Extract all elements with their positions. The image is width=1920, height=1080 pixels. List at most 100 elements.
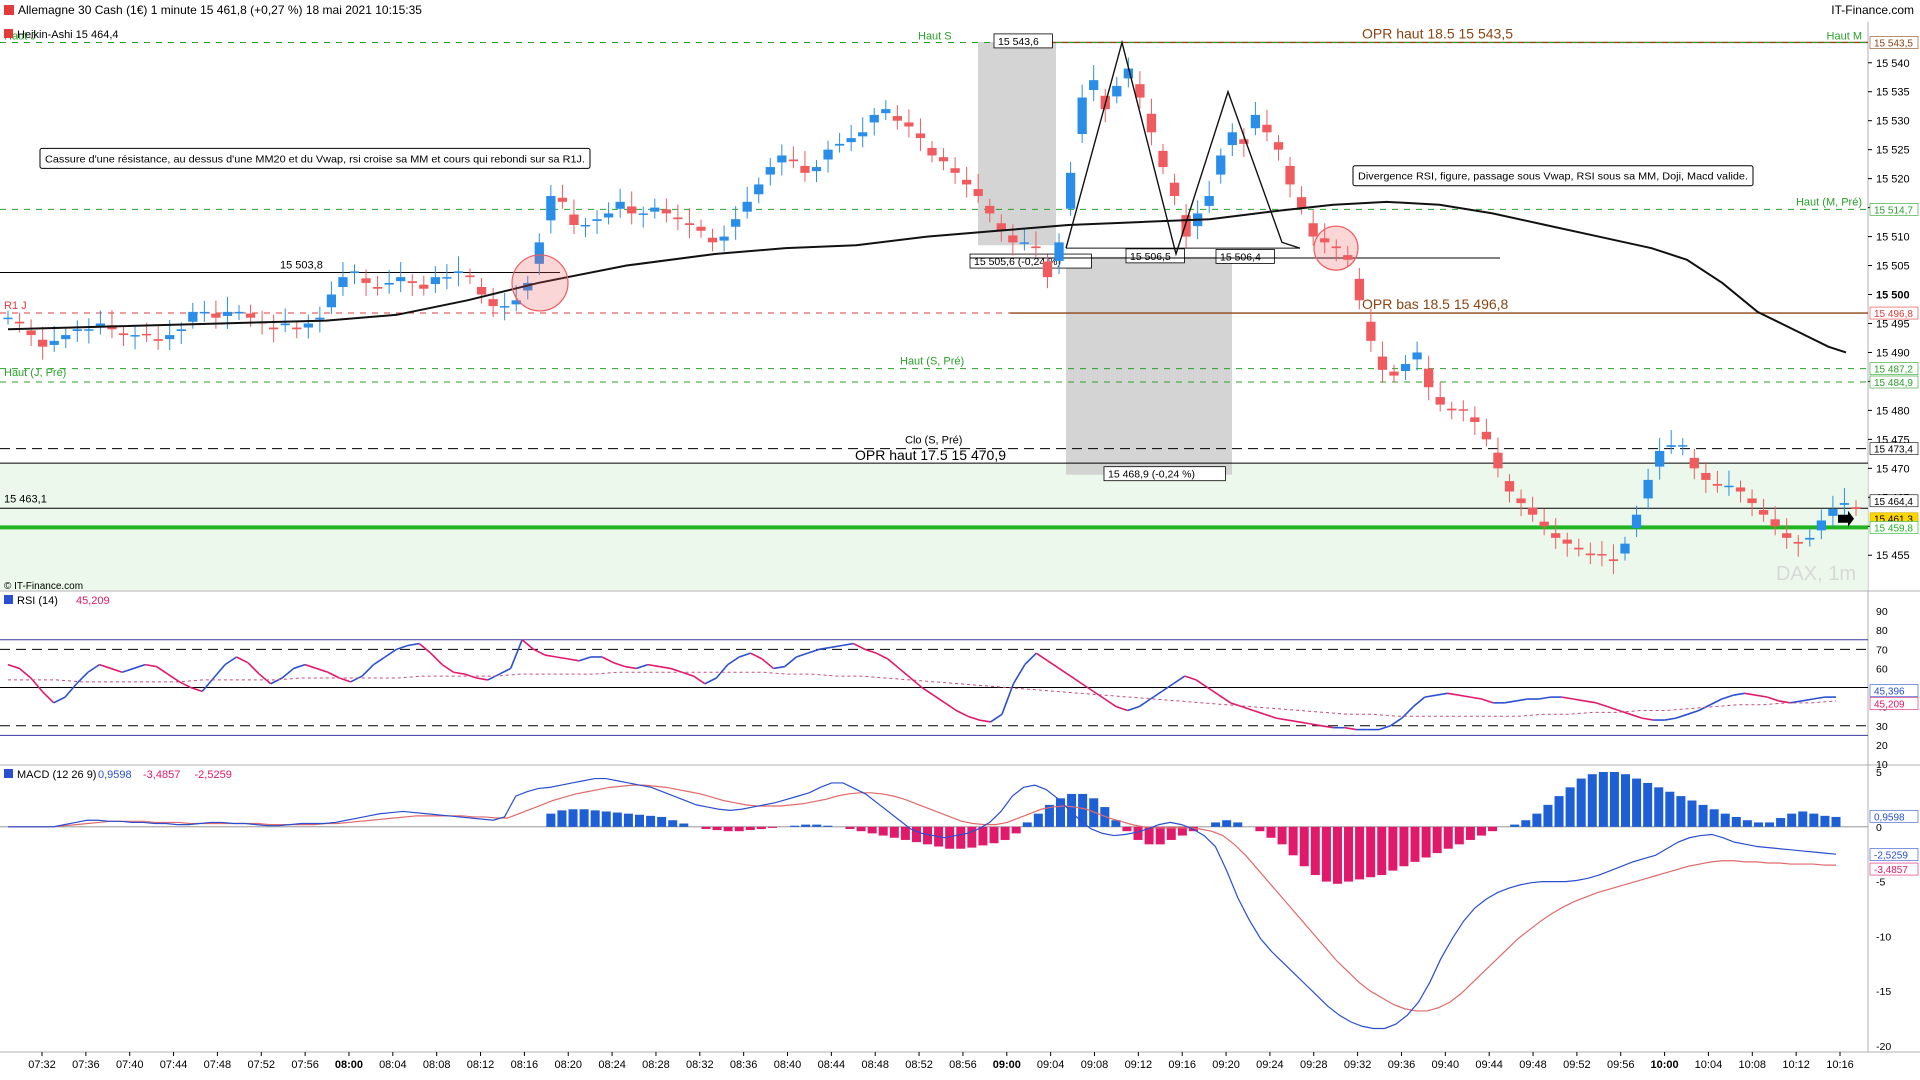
macd-bar bbox=[734, 826, 744, 832]
rsi-segment bbox=[190, 686, 203, 693]
candle-body bbox=[881, 109, 891, 114]
price-tick-label: 15 510 bbox=[1876, 232, 1910, 244]
candle-body bbox=[14, 321, 25, 324]
time-tick-label: 08:08 bbox=[423, 1059, 451, 1071]
macd-bar bbox=[657, 816, 667, 827]
candle-body bbox=[638, 213, 648, 215]
time-box-2 bbox=[1066, 256, 1232, 475]
candle-body bbox=[453, 271, 464, 274]
chart-canvas[interactable]: OPR haut 18.5 15 543,5 OPR bas 18.5 15 49… bbox=[0, 22, 1920, 1080]
level-label: Haut (J, Pré) bbox=[4, 367, 66, 379]
macd-tick-label: -5 bbox=[1876, 877, 1885, 889]
candle-body bbox=[361, 278, 371, 283]
macd-bar bbox=[900, 826, 910, 840]
candle-body bbox=[511, 300, 521, 305]
candle-body bbox=[118, 333, 129, 336]
rsi-segment bbox=[373, 656, 386, 666]
macd-bar bbox=[1798, 811, 1808, 827]
macd-bar bbox=[1476, 826, 1486, 836]
time-tick-label: 07:44 bbox=[160, 1059, 188, 1071]
macd-bar bbox=[590, 810, 600, 827]
candle-body bbox=[419, 284, 429, 289]
candle-body bbox=[234, 311, 244, 314]
macd-bar bbox=[1443, 826, 1453, 849]
candle-body bbox=[777, 155, 787, 163]
rsi-tick-label: 10 bbox=[1876, 759, 1888, 771]
candle-body bbox=[973, 189, 983, 197]
macd-tick-label: -10 bbox=[1876, 931, 1891, 943]
time-tick-label: 07:48 bbox=[204, 1059, 232, 1071]
candle-body bbox=[915, 133, 926, 139]
macd-bar bbox=[579, 809, 589, 827]
rsi-segment bbox=[144, 663, 157, 668]
candle-body bbox=[84, 329, 94, 331]
price-tag: 15 473,4 bbox=[1874, 445, 1913, 456]
candle-body bbox=[1181, 215, 1191, 237]
macd-bar bbox=[1465, 826, 1475, 840]
time-tick-label: 08:00 bbox=[335, 1059, 363, 1071]
rsi-segment bbox=[64, 683, 78, 698]
rsi-segment bbox=[87, 663, 100, 673]
macd-bar bbox=[1133, 826, 1143, 840]
price-tag-frame bbox=[1869, 375, 1919, 389]
time-tick-label: 08:52 bbox=[905, 1059, 933, 1071]
macd-bar bbox=[601, 811, 611, 827]
rsi-segment bbox=[1538, 696, 1551, 700]
box-value-frame bbox=[1215, 249, 1275, 264]
candle-body bbox=[211, 313, 221, 318]
macd-bar bbox=[1377, 826, 1387, 876]
rsi-segment bbox=[121, 667, 134, 674]
brand-label: IT-Finance.com bbox=[1831, 3, 1914, 17]
rsi-segment bbox=[1195, 679, 1209, 689]
macd-bar bbox=[1576, 778, 1586, 827]
candle-body bbox=[1851, 507, 1861, 509]
candle-body bbox=[684, 223, 695, 225]
rsi-segment bbox=[1607, 705, 1620, 712]
rsi-segment bbox=[1218, 694, 1231, 704]
candle-body bbox=[465, 275, 475, 278]
rsi-segment bbox=[1104, 698, 1117, 708]
candle-body bbox=[141, 333, 152, 336]
time-tick-label: 09:28 bbox=[1300, 1059, 1328, 1071]
candle-body bbox=[904, 122, 914, 127]
watermark: DAX, 1m bbox=[1776, 563, 1856, 585]
rsi-segment bbox=[99, 663, 112, 670]
rsi-segment bbox=[761, 658, 774, 670]
candle-body bbox=[1204, 196, 1214, 206]
candle-body bbox=[1562, 539, 1572, 544]
rsi-segment bbox=[1138, 698, 1151, 708]
macd-bar bbox=[756, 826, 766, 829]
candle-body bbox=[1608, 559, 1619, 562]
macd-bar bbox=[1144, 826, 1154, 845]
macd-icon bbox=[4, 769, 13, 778]
rsi-segment bbox=[647, 663, 660, 668]
candle-body bbox=[650, 207, 660, 212]
macd-bar bbox=[1211, 822, 1221, 827]
macd-bar bbox=[568, 809, 578, 827]
time-tick-label: 09:04 bbox=[1037, 1059, 1065, 1071]
candle-body bbox=[1065, 172, 1076, 209]
rsi-segment bbox=[293, 663, 306, 670]
time-tick-label: 08:16 bbox=[511, 1059, 539, 1071]
candle-body bbox=[199, 311, 209, 314]
rsi-segment bbox=[578, 656, 591, 662]
rsi-segment bbox=[704, 677, 717, 685]
macd-bar bbox=[679, 823, 689, 827]
candle-body bbox=[188, 311, 198, 322]
candle-body bbox=[95, 323, 106, 328]
candle-body bbox=[719, 236, 729, 241]
level-label: Clo (S, Pré) bbox=[905, 435, 962, 447]
rsi-segment bbox=[1276, 717, 1288, 721]
time-tick-label: 08:36 bbox=[730, 1059, 758, 1071]
candle-body bbox=[1435, 397, 1445, 405]
rsi-segment bbox=[830, 644, 843, 649]
rsi-segment bbox=[1733, 692, 1745, 696]
macd-bar bbox=[1344, 826, 1354, 882]
rsi-segment bbox=[258, 673, 272, 685]
rsi-segment bbox=[1470, 696, 1482, 700]
rsi-segment bbox=[270, 677, 283, 685]
window-title-wrap: Allemagne 30 Cash (1€) 1 minute 15 461,8… bbox=[4, 3, 422, 17]
macd-bar bbox=[790, 825, 800, 827]
price-tick-label: 15 530 bbox=[1876, 116, 1910, 128]
candle-body bbox=[673, 217, 683, 220]
